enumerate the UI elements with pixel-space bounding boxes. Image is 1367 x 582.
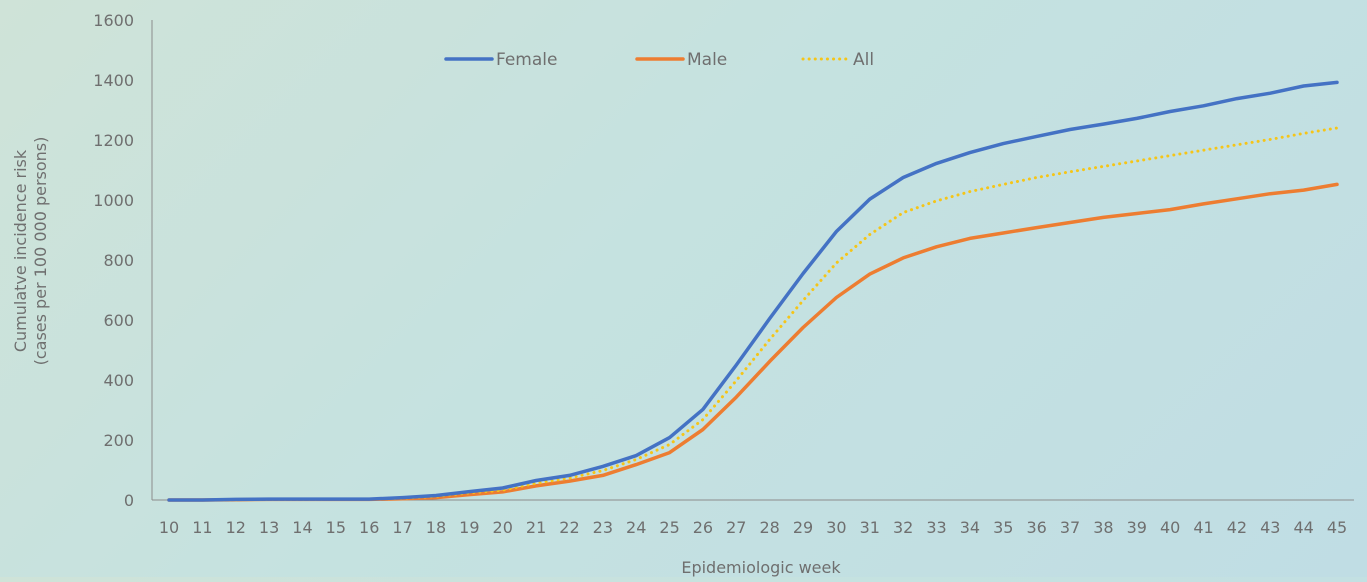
x-tick-label: 44 [1293, 518, 1313, 537]
legend: Female Male All [444, 50, 874, 70]
x-tick-label: 27 [726, 518, 746, 537]
x-tick-label: 35 [993, 518, 1013, 537]
x-tick-label: 25 [659, 518, 679, 537]
x-tick-label: 18 [426, 518, 446, 537]
x-tick-label: 42 [1227, 518, 1247, 537]
x-tick-label: 12 [226, 518, 246, 537]
x-tick-label: 38 [1093, 518, 1113, 537]
x-tick-label: 14 [292, 518, 312, 537]
x-tick-label: 26 [693, 518, 713, 537]
y-tick-label: 800 [103, 251, 134, 270]
series-layer [167, 80, 1339, 502]
x-tick-label: 39 [1127, 518, 1147, 537]
x-tick-label: 10 [159, 518, 179, 537]
y-tick-label: 1600 [93, 11, 134, 30]
x-tick-label: 17 [392, 518, 412, 537]
x-tick-label: 41 [1193, 518, 1213, 537]
x-tick-label: 28 [760, 518, 780, 537]
x-tick-label: 45 [1327, 518, 1347, 537]
y-tick-label: 200 [103, 431, 134, 450]
x-tick-label: 30 [826, 518, 846, 537]
y-tick-label: 1000 [93, 191, 134, 210]
x-tick-label: 22 [559, 518, 579, 537]
x-tick-label: 37 [1060, 518, 1080, 537]
x-tick-label: 15 [326, 518, 346, 537]
y-tick-label: 600 [103, 311, 134, 330]
y-axis-title-line-1: Cumulatve incidence risk [11, 149, 30, 352]
x-tick-label: 20 [493, 518, 513, 537]
x-tick-label: 23 [593, 518, 613, 537]
y-axis-ticks: 0 200 400 600 800 1000 1200 1400 1600 [93, 11, 134, 510]
legend-label-all: All [853, 50, 874, 70]
x-tick-label: 43 [1260, 518, 1280, 537]
y-tick-label: 1400 [93, 71, 134, 90]
x-tick-label: 19 [459, 518, 479, 537]
x-tick-label: 29 [793, 518, 813, 537]
x-tick-label: 32 [893, 518, 913, 537]
series-line-female [167, 80, 1339, 502]
legend-label-female: Female [496, 50, 557, 70]
x-axis-ticks: 10 11 12 13 14 15 16 17 18 19 20 21 22 23 24 25 26 27 28 29… [159, 518, 1347, 537]
x-tick-label: 13 [259, 518, 279, 537]
axes [151, 20, 1354, 501]
y-tick-label: 400 [103, 371, 134, 390]
x-tick-label: 11 [192, 518, 212, 537]
legend-label-male: Male [687, 50, 727, 70]
y-tick-label: 0 [124, 491, 134, 510]
x-tick-label: 36 [1026, 518, 1046, 537]
y-axis-title-line-2: (cases per 100 000 persons) [31, 137, 50, 366]
y-tick-label: 1200 [93, 131, 134, 150]
x-tick-label: 34 [960, 518, 980, 537]
x-tick-label: 31 [860, 518, 880, 537]
x-axis-title: Epidemiologic week [681, 558, 841, 577]
x-tick-label: 16 [359, 518, 379, 537]
y-axis-title: Cumulatve incidence risk (cases per 100 … [11, 137, 50, 366]
series-line-all [167, 126, 1339, 502]
x-tick-label: 21 [526, 518, 546, 537]
x-tick-label: 33 [926, 518, 946, 537]
x-tick-label: 24 [626, 518, 646, 537]
x-tick-label: 40 [1160, 518, 1180, 537]
